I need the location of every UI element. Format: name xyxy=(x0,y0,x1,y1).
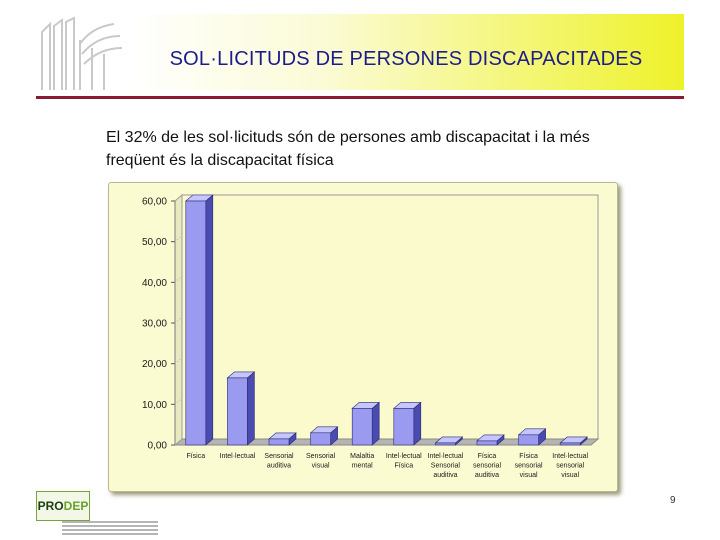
y-tick-label: 10,00 xyxy=(142,400,167,411)
x-category-label: Intel·lectual xyxy=(428,453,464,460)
chart-side-wall xyxy=(174,193,183,447)
bar xyxy=(310,432,331,446)
bar-side xyxy=(371,401,380,446)
x-category-label: sensorial xyxy=(556,463,584,470)
x-category-label: Física xyxy=(394,463,413,470)
x-category-label: Sensorial xyxy=(306,453,336,460)
title-band: SOL·LICITUDS DE PERSONES DISCAPACITADES xyxy=(128,14,684,90)
fine-print-line xyxy=(62,525,158,527)
x-category-label: auditiva xyxy=(475,472,499,479)
y-tick-label: 40,00 xyxy=(142,278,167,289)
x-category-label: Física xyxy=(519,453,538,460)
x-category-label: Sensorial xyxy=(264,453,294,460)
y-tick-label: 50,00 xyxy=(142,237,167,248)
bar xyxy=(476,440,498,446)
x-category-label: sensorial xyxy=(515,463,543,470)
x-category-label: Intel·lectual xyxy=(220,453,256,460)
x-category-label: Malaltia xyxy=(350,453,374,460)
bar-side xyxy=(247,371,255,446)
bar-side xyxy=(413,401,422,446)
fine-print-line xyxy=(62,521,158,523)
prodep-logo: PRODEP xyxy=(36,491,90,521)
prodep-logo-part-b: DEP xyxy=(63,499,89,513)
x-category-label: sensorial xyxy=(473,463,501,470)
intro-line-1: El 32% de les sol·licituds són de person… xyxy=(106,129,590,146)
x-category-label: auditiva xyxy=(267,463,291,470)
prodep-logo-part-a: PRO xyxy=(37,499,64,513)
bar xyxy=(518,434,539,446)
building-logo-icon xyxy=(41,16,123,90)
bar xyxy=(559,442,581,446)
bar-chart: 0,00 10,00 20,00 30,00 40,00 50,00 60,00 Física… xyxy=(142,193,600,479)
x-category-label: Intel·lectual xyxy=(386,453,422,460)
y-tick-label: 0,00 xyxy=(148,441,168,452)
page-number: 9 xyxy=(670,495,676,506)
chart-frame: 0,00 10,00 20,00 30,00 40,00 50,00 60,00 Física… xyxy=(108,182,618,492)
x-category-label: Sensorial xyxy=(431,463,461,470)
page-title: SOL·LICITUDS DE PERSONES DISCAPACITADES xyxy=(169,48,643,70)
bar xyxy=(435,442,456,446)
x-category-label: mental xyxy=(352,463,373,470)
y-tick-label: 20,00 xyxy=(142,359,167,370)
logo-mark xyxy=(36,14,128,96)
fine-print-line xyxy=(62,529,158,531)
bar xyxy=(185,200,207,446)
prodep-fine-print xyxy=(62,521,158,537)
title-divider xyxy=(36,96,684,99)
bar xyxy=(393,408,415,446)
x-category-label: Intel·lectual xyxy=(552,453,588,460)
y-tick-label: 30,00 xyxy=(142,319,167,330)
bar xyxy=(268,438,290,446)
x-category-label: visual xyxy=(312,463,330,470)
fine-print-line xyxy=(62,533,158,535)
x-category-label: auditiva xyxy=(433,472,457,479)
x-category-label: Física xyxy=(186,453,205,460)
x-category-label: Física xyxy=(478,453,497,460)
intro-line-2: freqüent és la discapacitat física xyxy=(106,152,334,169)
bar xyxy=(351,408,373,446)
x-category-label: visual xyxy=(561,472,579,479)
bar xyxy=(227,377,248,446)
y-tick-label: 60,00 xyxy=(142,197,167,208)
bar-side xyxy=(205,194,214,446)
x-category-label: visual xyxy=(520,472,538,479)
intro-text: El 32% de les sol·licituds són de person… xyxy=(106,126,666,172)
